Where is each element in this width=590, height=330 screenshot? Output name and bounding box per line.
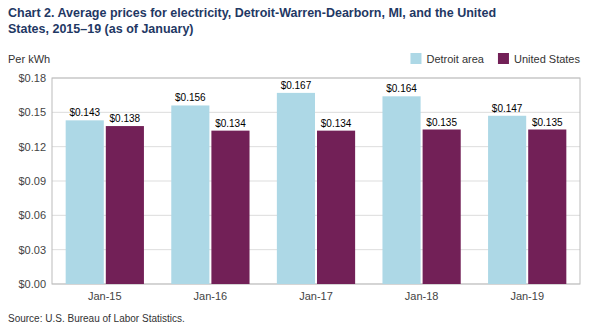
bar [423, 130, 461, 285]
bar [382, 96, 420, 284]
x-tick-label: Jan-18 [405, 290, 439, 302]
data-label: $0.134 [321, 118, 352, 129]
x-tick-label: Jan-19 [510, 290, 544, 302]
x-tick-label: Jan-17 [299, 290, 333, 302]
title-line: States, 2015–19 (as of January) [8, 22, 194, 36]
bar [317, 131, 355, 284]
x-tick-label: Jan-16 [194, 290, 228, 302]
data-label: $0.167 [281, 80, 312, 91]
legend-swatch [498, 53, 509, 64]
y-tick-label: $0.09 [18, 175, 46, 187]
data-label: $0.147 [492, 103, 523, 114]
data-label: $0.143 [69, 107, 100, 118]
data-label: $0.156 [175, 92, 206, 103]
y-axis-label: Per kWh [8, 53, 50, 65]
y-tick-label: $0.00 [18, 278, 46, 290]
bar [211, 131, 249, 284]
source: Source: U.S. Bureau of Labor Statistics. [8, 313, 185, 324]
y-tick-label: $0.03 [18, 244, 46, 256]
title: Chart 2. Average prices for electricity,… [8, 6, 496, 36]
legend: United States Detroit area [410, 53, 580, 65]
y-tick-label: $0.15 [18, 106, 46, 118]
bar [277, 93, 315, 284]
data-label: $0.135 [426, 117, 457, 128]
data-label: $0.134 [215, 118, 246, 129]
legend-swatch [410, 53, 421, 64]
bars [66, 93, 567, 284]
grid [52, 78, 580, 284]
bar [171, 105, 209, 284]
chart-svg: Chart 2. Average prices for electricity,… [0, 0, 590, 330]
bar [488, 116, 526, 284]
chart-container: Chart 2. Average prices for electricity,… [0, 0, 590, 330]
legend-label: Detroit area [426, 53, 484, 65]
y-tick-label: $0.12 [18, 141, 46, 153]
y-tick-label: $0.18 [18, 72, 46, 84]
data-label: $0.138 [110, 113, 141, 124]
bar [66, 120, 104, 284]
x-tick-label: Jan-15 [88, 290, 122, 302]
bar [106, 126, 144, 284]
plot-frame [52, 78, 580, 284]
y-tick-label: $0.06 [18, 209, 46, 221]
data-label: $0.164 [386, 83, 417, 94]
title-line: Chart 2. Average prices for electricity,… [8, 6, 496, 20]
data-labels: $0.143 $0.138 $0.156 $0.134 $0.167 $0.134 $0.1… [69, 80, 563, 129]
data-label: $0.135 [532, 117, 563, 128]
bar [528, 130, 566, 285]
legend-label: United States [514, 53, 581, 65]
